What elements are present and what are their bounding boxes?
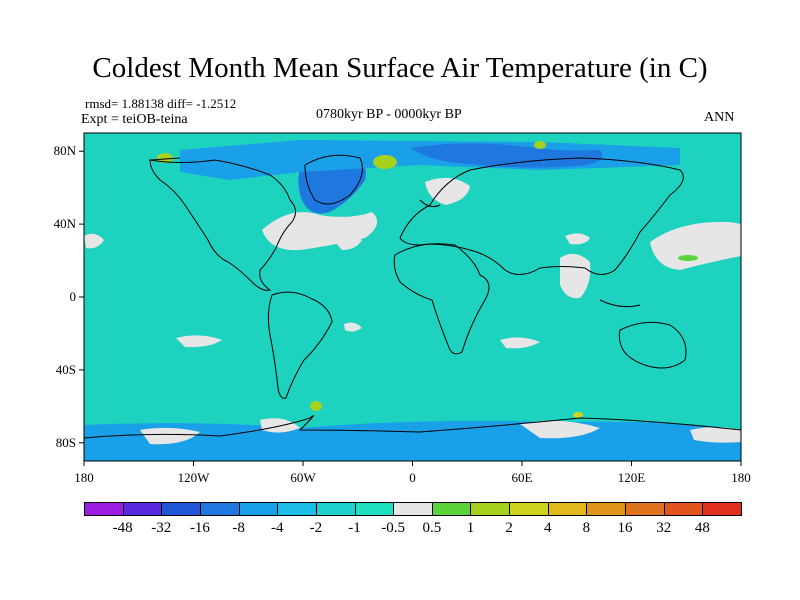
colorbar-label: 48 [694,520,710,536]
sea-lines [149,157,641,308]
colorbar-swatch [702,502,742,516]
lat-tick-label: 80N [53,143,76,159]
season-text: ANN [704,110,735,125]
africa-coast [393,243,490,355]
australia-coast [618,321,687,369]
colorbar-swatch [393,502,433,516]
latitude-ticks [79,150,84,444]
colorbar-label: 0.5 [422,520,442,536]
colorbar-swatch [431,502,472,516]
colorbar-label: 4 [544,520,552,536]
lon-tick-label: 0 [409,470,416,485]
eurasia-coast [399,157,684,275]
south-pacific-neutral-region [176,335,222,348]
asia-neutral-region [565,233,590,245]
west-pacific-neutral-region [84,233,104,249]
colorbar-swatch [238,502,279,516]
experiment-text: Expt = teiOB-teina [81,112,188,127]
period-text: 0780kyr BP - 0000kyr BP [316,107,462,122]
southern-ocean-neutral-region-3 [690,427,741,443]
colorbar-label: -4 [270,520,284,536]
longitude-ticks [83,461,742,466]
colorbar-label: 32 [656,520,672,536]
alaska-warm-spot [157,153,173,163]
colorbar-swatch [277,502,317,516]
antarctic-peninsula-warm-spot [310,401,322,411]
atlantic-ne-neutral-region [335,236,362,250]
europe-neutral-region [425,177,470,205]
lon-tick-label: 60W [290,470,316,485]
chart-title: Coldest Month Mean Surface Air Temperatu… [92,52,708,84]
lon-tick-label: 60E [511,470,533,485]
indian-ocean-neutral-region [500,337,540,349]
map-field [83,133,742,461]
colorbar-swatch [625,502,665,516]
lon-tick-label: 120W [177,470,210,485]
baffin-warm-spot [373,155,397,169]
stats-text: rmsd= 1.88138 diff= -1.2512 [85,96,237,111]
lat-tick-label: 40S [55,361,76,377]
colorbar-label: -2 [309,520,323,536]
colorbar-swatch [586,502,627,516]
north-america-coast [149,159,296,291]
antarctic-east-warm-spot [573,412,583,418]
antarctica-coast [83,415,742,439]
colorbar-label: -32 [151,520,172,536]
colorbar-label: -8 [232,520,245,536]
nw-pacific-neutral-region [650,221,741,270]
south-atlantic-neutral-region [344,322,362,332]
colorbar-label: -48 [112,520,133,536]
south-america-coast [267,291,333,399]
siberia-cold-region [410,143,603,168]
colorbar-swatch [199,502,240,516]
colorbar-swatch [161,502,201,516]
colorbar-swatch [663,502,704,516]
pacific-warm-spot [678,255,698,261]
southern-ocean-neutral-region-4 [260,418,300,433]
colorbar-swatch [547,502,588,516]
colorbar-label: 1 [466,520,475,536]
colorbar-swatch [470,502,511,516]
lon-tick-label: 180 [731,470,751,485]
colorbar-label: 8 [582,520,591,536]
colorbar-swatch [509,502,549,516]
colorbar-label: -16 [189,520,210,536]
colorbar-label: -1 [348,520,361,536]
lon-tick-label: 120E [617,470,646,485]
greenland-coast [304,154,363,205]
lat-tick-label: 40N [53,216,76,232]
lat-tick-label: 0 [69,289,77,304]
lat-tick-label: 80S [55,434,76,450]
china-neutral-region [560,253,591,299]
map-background [84,133,741,461]
colorbar-label: 16 [617,520,633,536]
southern-ocean-neutral-region-1 [140,427,200,445]
colorbar-label: -0.5 [381,520,406,536]
colorbar-swatch [315,502,356,516]
southern-ocean-neutral-region-2 [520,420,600,439]
arctic-warm-spot [534,141,546,149]
colorbar-swatch [354,502,395,516]
colorbar-swatch [84,502,124,516]
lon-tick-label: 180 [74,470,94,485]
colorbar-label: 2 [505,520,513,536]
colorbar-swatch [122,502,163,516]
coastlines [83,154,742,439]
